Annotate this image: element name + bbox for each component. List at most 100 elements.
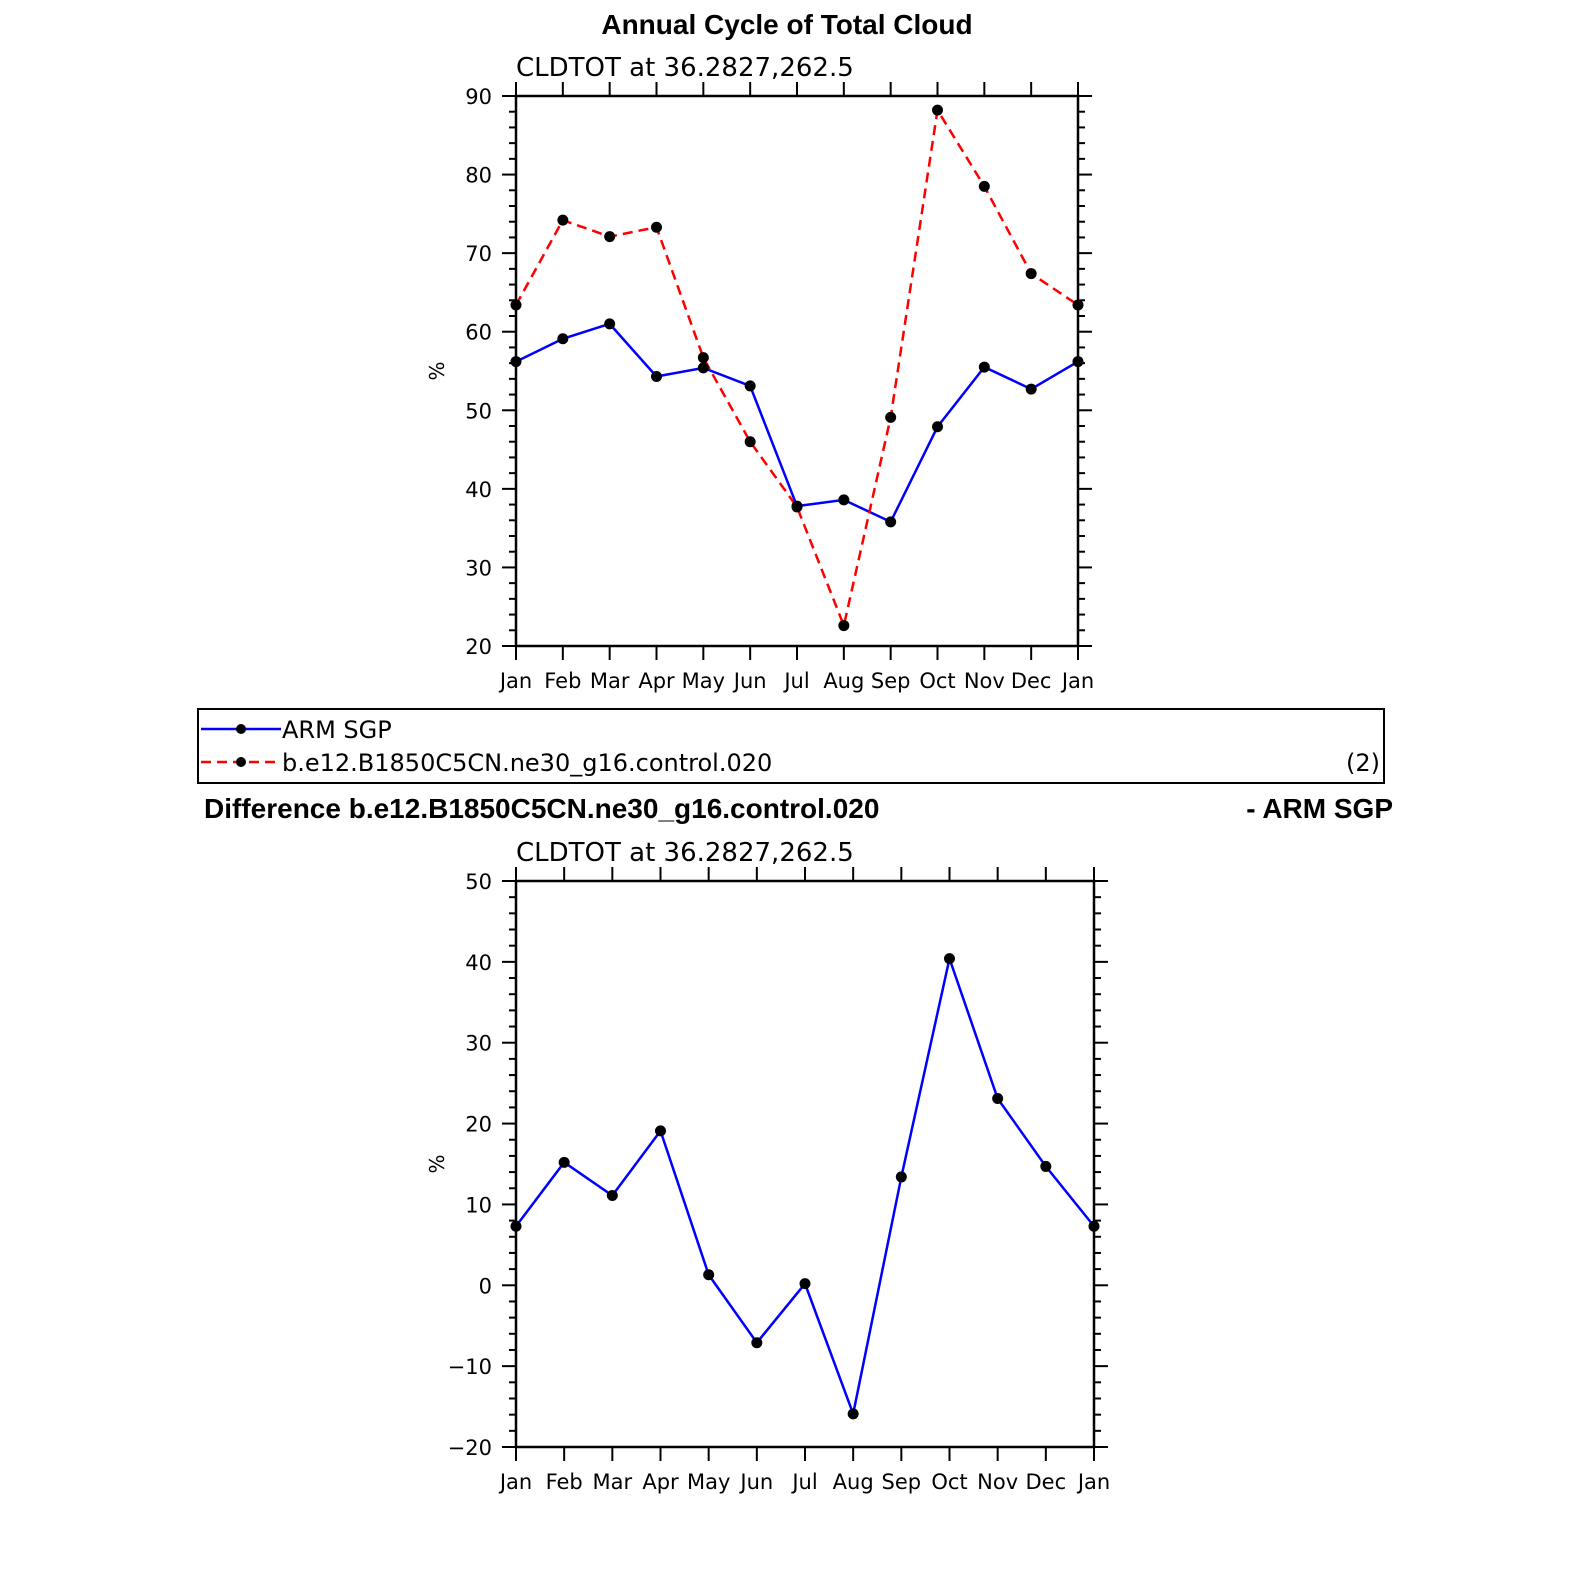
data-point-series-0 bbox=[744, 380, 756, 392]
x-tick-label: Feb bbox=[544, 669, 581, 693]
y-tick-label: 90 bbox=[465, 85, 492, 109]
data-point-series-0 bbox=[651, 371, 662, 382]
data-point-series-0 bbox=[604, 318, 616, 330]
data-point-series-0 bbox=[558, 1156, 570, 1168]
data-point-series-1 bbox=[697, 352, 709, 364]
x-tick-label: Oct bbox=[919, 669, 955, 693]
x-tick-label: Dec bbox=[1011, 669, 1052, 693]
data-point-series-0 bbox=[751, 1337, 763, 1349]
x-tick-label: May bbox=[682, 669, 725, 693]
y-axis-label: % bbox=[425, 361, 449, 380]
data-point-series-0 bbox=[799, 1278, 811, 1290]
data-point-series-0 bbox=[992, 1093, 1004, 1105]
y-tick-label: 30 bbox=[465, 556, 492, 580]
data-point-series-1 bbox=[651, 221, 662, 233]
y-tick-label: 10 bbox=[465, 1193, 492, 1217]
y-tick-label: 30 bbox=[465, 1032, 492, 1056]
x-tick-label: Apr bbox=[642, 1470, 679, 1494]
y-tick-label: 0 bbox=[479, 1274, 492, 1298]
legend-marker-arm bbox=[236, 724, 246, 734]
y-tick-label: 20 bbox=[465, 1113, 492, 1137]
x-tick-label: Jun bbox=[732, 669, 767, 693]
x-tick-label: Jul bbox=[790, 1470, 817, 1494]
legend-box bbox=[197, 708, 1385, 784]
chart2-plot: −20 −10 0 10 20 30 40 50 Jan Feb Mar Apr May Jun Jul Au… bbox=[425, 867, 1110, 1494]
data-point-series-1 bbox=[604, 231, 616, 243]
x-tick-label: Aug bbox=[833, 1470, 874, 1494]
data-point-series-0 bbox=[703, 1269, 715, 1281]
data-point-series-0 bbox=[1088, 1220, 1100, 1232]
x-tick-label: Sep bbox=[871, 669, 911, 693]
chart2-title-right: - ARM SGP bbox=[1246, 793, 1393, 824]
data-point-series-1 bbox=[932, 104, 943, 116]
data-point-series-1 bbox=[978, 180, 990, 192]
plot-frame bbox=[514, 879, 1096, 1449]
x-tick-label: Jan bbox=[1060, 669, 1094, 693]
x-tick-label: Sep bbox=[882, 1470, 922, 1494]
data-point-series-0 bbox=[932, 421, 943, 433]
data-point-series-1 bbox=[744, 436, 756, 448]
x-tick-label: Jan bbox=[1076, 1470, 1110, 1494]
x-tick-label: Feb bbox=[546, 1470, 583, 1494]
chart2-subtitle: CLDTOT at 36.2827,262.5 bbox=[516, 838, 854, 868]
data-point-series-0 bbox=[697, 362, 709, 374]
y-tick-label: 50 bbox=[465, 870, 492, 894]
legend-label-model: b.e12.B1850C5CN.ne30_g16.control.020 bbox=[282, 749, 772, 777]
series-line-0 bbox=[515, 954, 1095, 1419]
x-tick-label: Apr bbox=[638, 669, 675, 693]
data-point-series-0 bbox=[606, 1190, 618, 1202]
x-tick-label: Jun bbox=[738, 1470, 773, 1494]
series-line-1 bbox=[514, 106, 1079, 630]
legend: ARM SGP b.e12.B1850C5CN.ne30_g16.control… bbox=[197, 708, 1385, 784]
x-tick-label: Nov bbox=[964, 669, 1005, 693]
data-point-series-0 bbox=[655, 1125, 666, 1137]
chart1-subtitle: CLDTOT at 36.2827,262.5 bbox=[516, 53, 854, 83]
y-tick-label: 60 bbox=[465, 321, 492, 345]
data-point-series-0 bbox=[978, 361, 990, 373]
y-tick-label: −10 bbox=[448, 1355, 492, 1379]
data-point-series-0 bbox=[510, 356, 522, 368]
y-tick-label: 70 bbox=[465, 242, 492, 266]
data-point-series-0 bbox=[847, 1408, 859, 1420]
data-point-series-0 bbox=[895, 1171, 907, 1183]
x-tick-label: Mar bbox=[590, 669, 630, 693]
x-tick-label: Nov bbox=[977, 1470, 1018, 1494]
x-tick-label: Oct bbox=[931, 1470, 967, 1494]
y-tick-label: 40 bbox=[465, 478, 492, 502]
x-tick-label: Dec bbox=[1026, 1470, 1067, 1494]
x-tick-label: Mar bbox=[593, 1470, 633, 1494]
chart1-title: Annual Cycle of Total Cloud bbox=[601, 9, 972, 40]
data-point-series-0 bbox=[1072, 356, 1084, 368]
chart1-plot: 20 30 40 50 60 70 80 90 Jan Feb Mar Apr May Jun Jul Aug… bbox=[425, 82, 1094, 693]
data-point-series-1 bbox=[510, 299, 522, 311]
y-axis-label: % bbox=[425, 1154, 449, 1173]
panel-label: (2) bbox=[1346, 749, 1380, 777]
x-tick-label: May bbox=[687, 1470, 730, 1494]
legend-label-arm: ARM SGP bbox=[282, 716, 392, 744]
y-tick-label: 20 bbox=[465, 635, 492, 659]
data-point-series-0 bbox=[885, 516, 897, 528]
y-tick-label: 50 bbox=[465, 399, 492, 423]
data-point-series-1 bbox=[885, 411, 897, 423]
data-point-series-0 bbox=[1025, 383, 1037, 395]
x-tick-label: Aug bbox=[823, 669, 864, 693]
data-point-series-0 bbox=[557, 333, 569, 345]
data-point-series-0 bbox=[510, 1220, 522, 1232]
data-point-series-0 bbox=[944, 953, 955, 965]
x-tick-label: Jan bbox=[498, 1470, 532, 1494]
x-tick-label: Jan bbox=[498, 669, 532, 693]
y-tick-label: 40 bbox=[465, 951, 492, 975]
data-point-series-1 bbox=[791, 501, 803, 513]
data-point-series-1 bbox=[1025, 268, 1037, 280]
data-point-series-1 bbox=[1072, 299, 1084, 311]
data-point-series-0 bbox=[838, 494, 850, 506]
data-point-series-1 bbox=[838, 620, 850, 632]
y-tick-label: −20 bbox=[448, 1436, 492, 1460]
legend-marker-model bbox=[236, 757, 246, 767]
x-tick-label: Jul bbox=[782, 669, 809, 693]
data-point-series-0 bbox=[1040, 1160, 1052, 1172]
chart2-title-left: Difference b.e12.B1850C5CN.ne30_g16.cont… bbox=[204, 793, 879, 824]
y-tick-label: 80 bbox=[465, 164, 492, 188]
series-line-0 bbox=[515, 322, 1079, 524]
